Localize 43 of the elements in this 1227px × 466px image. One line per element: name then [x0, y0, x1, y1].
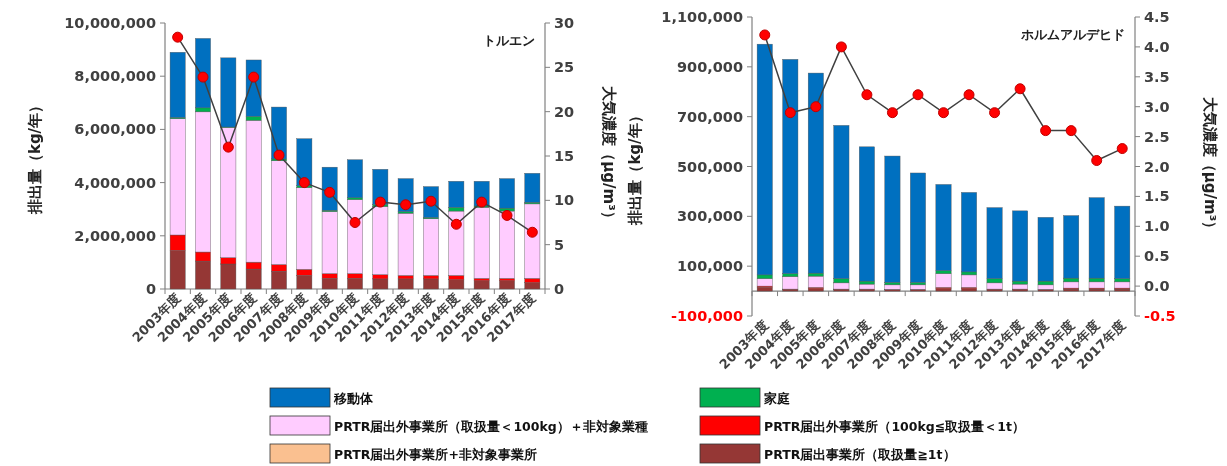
- y-tick-label: -100,000: [670, 308, 743, 324]
- y2-axis-title: 大気濃度（μg/m³）: [600, 86, 618, 226]
- text: ホルムアルデヒド: [1020, 27, 1125, 42]
- y-tick-label: 6,000,000: [74, 121, 156, 138]
- y2-tick-label: 3.5: [1144, 68, 1170, 85]
- y2-tick-label: 10: [554, 192, 575, 209]
- y2-tick-label: 5: [554, 236, 565, 253]
- legend-label: PRTR届出事業所（取扱量≧1t）: [764, 447, 956, 462]
- y2-tick-label: 2.0: [1144, 158, 1170, 175]
- y2-tick-label: 1.5: [1144, 188, 1170, 205]
- y-tick-label: 500,000: [676, 158, 743, 175]
- legend-label: 家庭: [763, 391, 790, 406]
- y2-tick-label: 20: [554, 103, 575, 120]
- y2-tick-label: 3.0: [1144, 98, 1170, 115]
- y-tick-label: 100,000: [676, 258, 743, 275]
- y-axis-title: 排出量（kg/年）: [626, 108, 644, 226]
- y2-tick-label: 30: [554, 15, 575, 31]
- legend-label: PRTR届出外事業所（取扱量＜100kg）＋非対象業種: [334, 419, 648, 434]
- y2-tick-label: 0.5: [1144, 248, 1170, 265]
- y2-tick-label: 4.5: [1144, 9, 1170, 25]
- text: トルエン: [483, 33, 535, 48]
- y2-tick-label: -0.5: [1144, 308, 1176, 324]
- y2-tick-label: 1.0: [1144, 218, 1170, 235]
- y2-tick-label: 4.0: [1144, 38, 1170, 55]
- y2-tick-label: 15: [554, 148, 575, 164]
- y2-tick-label: 0: [554, 281, 565, 297]
- y2-tick-label: 0.0: [1144, 278, 1170, 295]
- y-tick-label: 1,100,000: [661, 9, 743, 25]
- y-tick-label: 700,000: [676, 108, 743, 125]
- legend-label: PRTR届出外事業所+非対象事業所: [334, 447, 537, 462]
- y2-axis-title: 大気濃度（μg/m³）: [1201, 96, 1219, 237]
- legend-label: 移動体: [333, 391, 374, 406]
- y-tick-label: 300,000: [676, 208, 743, 225]
- y2-tick-label: 2.5: [1144, 128, 1170, 145]
- y-tick-label: 2,000,000: [74, 227, 156, 244]
- y2-tick-label: 25: [554, 59, 575, 76]
- y-tick-label: 4,000,000: [74, 174, 156, 191]
- y-tick-label: 900,000: [676, 58, 743, 75]
- y-tick-label: 8,000,000: [74, 68, 156, 85]
- y-axis-title: 排出量（kg/年）: [26, 97, 44, 216]
- y-tick-label: 10,000,000: [64, 15, 156, 31]
- y-tick-label: 0: [145, 281, 156, 297]
- legend-label: PRTR届出外事業所（100kg≦取扱量＜1t）: [764, 419, 1025, 434]
